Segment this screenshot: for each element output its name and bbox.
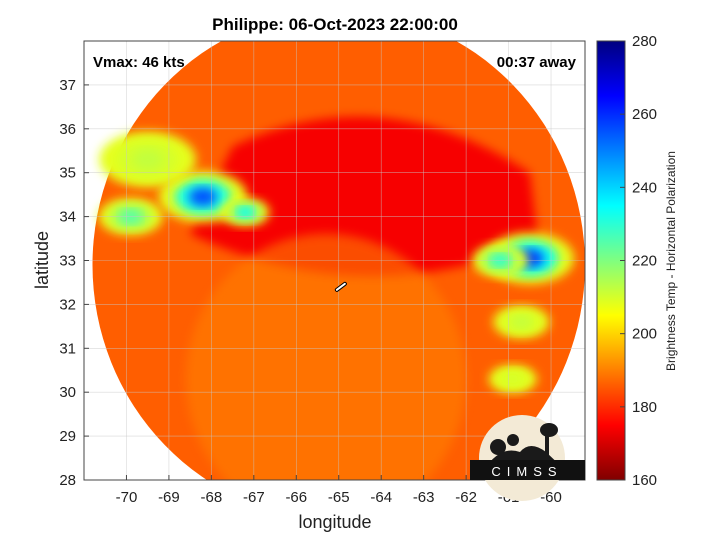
y-tick-label: 28 bbox=[59, 472, 76, 489]
y-tick-label: 36 bbox=[59, 121, 76, 138]
storm-center-line bbox=[335, 282, 346, 291]
logo-text: CIMSS bbox=[491, 464, 562, 479]
x-tick-label: -67 bbox=[243, 489, 265, 506]
colorbar-tick-label: 200 bbox=[632, 326, 657, 343]
y-tick-label: 32 bbox=[59, 296, 76, 313]
y-ticks: 28 29 30 31 32 33 34 35 36 37 bbox=[59, 77, 89, 489]
y-tick-label: 33 bbox=[59, 253, 76, 270]
x-axis-label: longitude bbox=[298, 512, 371, 532]
y-tick-label: 31 bbox=[59, 340, 76, 357]
feature-core bbox=[505, 373, 521, 385]
colorbar-tick-label: 260 bbox=[632, 106, 657, 123]
x-tick-label: -68 bbox=[201, 489, 223, 506]
x-tick-label: -63 bbox=[413, 489, 435, 506]
feature-core bbox=[132, 149, 163, 170]
y-tick-label: 35 bbox=[59, 165, 76, 182]
x-tick-label: -69 bbox=[158, 489, 180, 506]
storm-center-marker bbox=[334, 281, 347, 292]
y-tick-label: 37 bbox=[59, 77, 76, 94]
y-tick-label: 30 bbox=[59, 384, 76, 401]
grid-lines bbox=[84, 41, 585, 481]
water-tower-icon bbox=[545, 430, 549, 460]
satellite-dish-icon bbox=[490, 439, 506, 455]
chart-title: Philippe: 06-Oct-2023 22:00:00 bbox=[212, 15, 458, 34]
colorbar-ticks: 160 180 200 220 240 260 280 bbox=[620, 33, 657, 489]
vmax-label: Vmax: 46 kts bbox=[93, 54, 185, 71]
colorbar-tick-label: 280 bbox=[632, 33, 657, 50]
feature-core bbox=[237, 207, 253, 218]
southern-region bbox=[185, 233, 467, 480]
time-away-label: 00:37 away bbox=[497, 54, 577, 71]
colorbar-tick-label: 160 bbox=[632, 472, 657, 489]
cimss-logo: CIMSS bbox=[470, 415, 585, 501]
y-tick-label: 29 bbox=[59, 428, 76, 445]
x-tick-label: -66 bbox=[285, 489, 307, 506]
y-axis-label: latitude bbox=[32, 231, 52, 289]
dry-band bbox=[190, 116, 539, 276]
feature-core bbox=[188, 187, 217, 207]
colorbar-tick-label: 240 bbox=[632, 179, 657, 196]
feature-core bbox=[512, 316, 531, 328]
y-tick-label: 34 bbox=[59, 209, 76, 226]
convective-features bbox=[98, 131, 575, 394]
colorbar-label: Brightness Temp - Horizontal Polarizatio… bbox=[664, 151, 678, 371]
x-tick-label: -64 bbox=[370, 489, 392, 506]
x-tick-label: -65 bbox=[328, 489, 350, 506]
x-tick-label: -70 bbox=[116, 489, 138, 506]
colorbar-tick-label: 220 bbox=[632, 253, 657, 270]
x-tick-label: -62 bbox=[455, 489, 477, 506]
colorbar-tick-label: 180 bbox=[632, 399, 657, 416]
